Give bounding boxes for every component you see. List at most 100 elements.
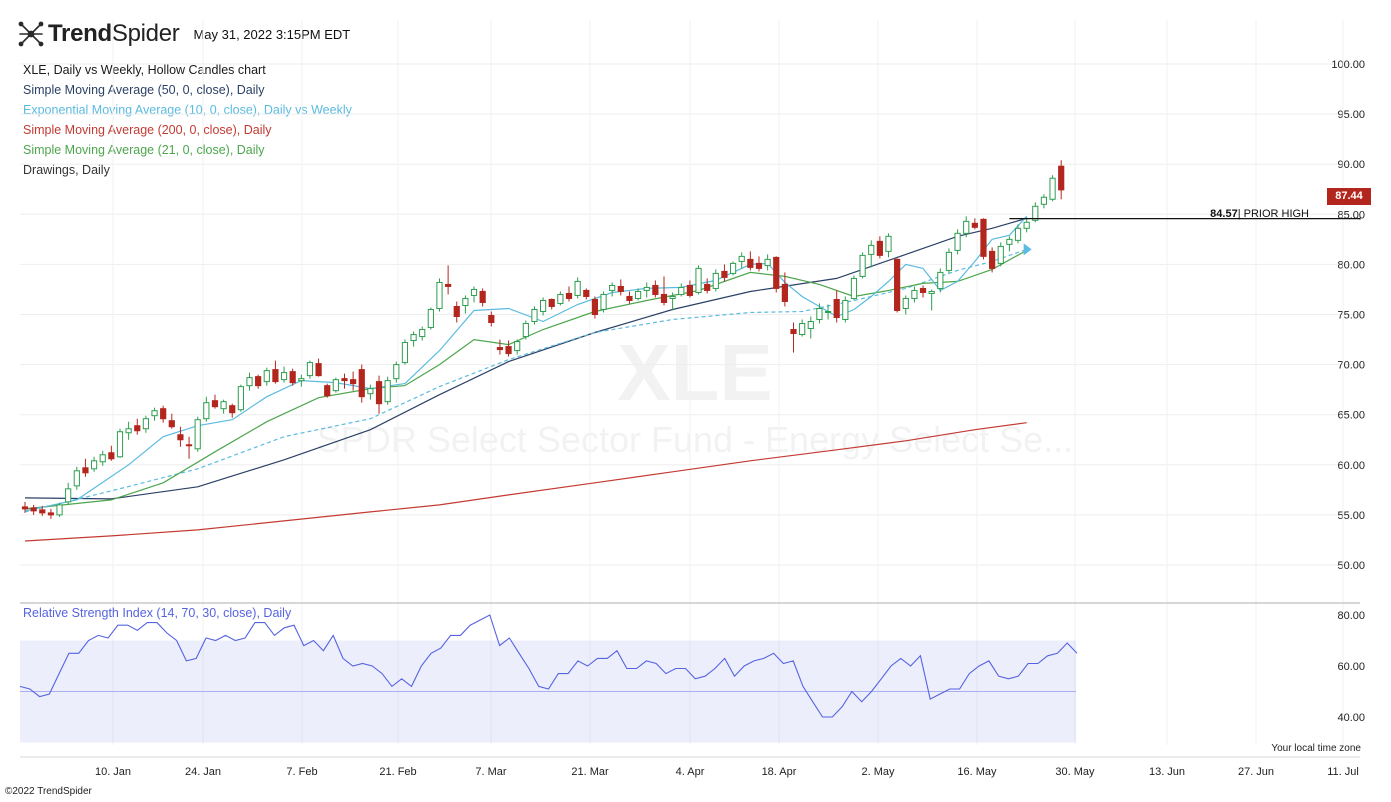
candle-body (989, 250, 996, 269)
legend-main-title[interactable]: XLE, Daily vs Weekly, Hollow Candles cha… (23, 63, 266, 77)
candle-body (617, 285, 624, 292)
y-tick-label: 95.00 (1337, 109, 1365, 121)
candle-body (401, 342, 409, 364)
watermark-symbol: XLE (617, 328, 773, 417)
candle-body (142, 418, 149, 430)
candle-body (367, 388, 374, 395)
y-tick-label: 90.00 (1337, 159, 1365, 171)
spider-logo-icon (18, 21, 44, 47)
y-tick-label: 55.00 (1337, 510, 1365, 522)
legend-item-sma50[interactable]: Simple Moving Average (50, 0, close), Da… (23, 83, 265, 97)
y-tick-label: 100.00 (1331, 59, 1365, 71)
candle-body (427, 308, 434, 329)
candle-body (185, 444, 193, 447)
y-tick-label: 65.00 (1337, 410, 1365, 422)
candle-body (1014, 227, 1022, 241)
candle-body (522, 323, 529, 338)
candle-body (116, 431, 124, 458)
candle-body (410, 334, 417, 342)
candle-body (47, 512, 55, 516)
candle-body (488, 315, 495, 324)
candle-body (1058, 165, 1065, 191)
candle-body (669, 295, 676, 299)
y-tick-label: 80.00 (1337, 259, 1365, 271)
candle-body (479, 290, 486, 303)
candle-body (954, 232, 961, 251)
legend-item-sma21[interactable]: Simple Moving Average (21, 0, close), Da… (23, 143, 265, 157)
candle-body (393, 364, 400, 380)
prior-high-text: | PRIOR HIGH (1237, 208, 1309, 220)
x-tick-label: 7. Feb (286, 766, 317, 778)
x-tick-label: 16. May (957, 766, 997, 778)
sma-50-line (24, 217, 1027, 500)
candle-body (324, 385, 331, 397)
candle-body (712, 272, 719, 289)
copyright-footer: ©2022 TrendSpider (5, 786, 92, 797)
candle-body (453, 305, 460, 318)
candle-body (30, 507, 37, 512)
candle-body (686, 284, 693, 296)
candle-body (134, 425, 141, 432)
x-tick-label: 13. Jun (1149, 766, 1185, 778)
legend-item-drawings[interactable]: Drawings, Daily (23, 163, 110, 177)
candle-body (229, 405, 236, 414)
candle-body (255, 376, 262, 387)
candle-body (548, 298, 555, 307)
ema-10-line (24, 215, 1028, 512)
candle-body (626, 295, 633, 301)
candle-body (997, 245, 1004, 264)
watermark-name: SPDR Select Sector Fund - Energy Select … (317, 419, 1073, 460)
header: TrendSpider May 31, 2022 3:15PM EDT (18, 20, 350, 48)
rsi-line (19, 614, 1078, 718)
candle-body (151, 410, 158, 417)
candle-body (298, 378, 305, 382)
rsi-legend-label[interactable]: Relative Strength Index (14, 70, 30, clo… (23, 606, 292, 620)
candle-body (108, 452, 115, 460)
candle-body (790, 329, 797, 335)
candle-body (885, 235, 892, 252)
x-tick-label: 30. May (1055, 766, 1095, 778)
candle-body (824, 310, 832, 313)
legend-item-sma200[interactable]: Simple Moving Average (200, 0, close), D… (23, 123, 272, 137)
candle-body (540, 299, 547, 312)
ema-10-weekly-line (24, 248, 1027, 513)
candle-body (600, 293, 607, 310)
candle-body (1006, 238, 1013, 245)
candle-body (39, 509, 46, 514)
candle-body (565, 292, 573, 299)
candle-body (514, 341, 521, 352)
candle-body (963, 220, 970, 234)
rsi-y-tick-label: 60.00 (1337, 661, 1365, 673)
candle-body (470, 288, 478, 296)
candle-body (384, 380, 391, 403)
candle-body (816, 307, 823, 321)
candle-body (1040, 196, 1048, 205)
candle-body (833, 298, 840, 319)
candle-body (436, 281, 443, 309)
y-tick-label: 50.00 (1337, 560, 1365, 572)
candle-body (678, 286, 685, 295)
candle-body (263, 370, 270, 383)
candle-body (203, 402, 210, 420)
legend-item-ema10[interactable]: Exponential Moving Average (10, 0, close… (23, 103, 352, 117)
candle-body (894, 258, 901, 311)
candle-body (350, 379, 357, 385)
x-tick-label: 27. Jun (1238, 766, 1274, 778)
candle-body (764, 258, 771, 266)
prior-high-annotation[interactable]: 84.57| PRIOR HIGH (1210, 208, 1309, 220)
candle-body (445, 283, 452, 287)
candle-body (781, 283, 788, 302)
candle-body (358, 369, 365, 398)
candle-body (375, 381, 383, 405)
chart-legend: XLE, Daily vs Weekly, Hollow Candles cha… (23, 60, 352, 180)
candle-body (462, 297, 469, 306)
rsi-y-tick-label: 40.00 (1337, 712, 1365, 724)
candle-body (557, 293, 564, 304)
candle-body (842, 299, 849, 321)
candle-body (868, 244, 875, 255)
candle-body (289, 371, 296, 384)
candle-body (99, 454, 106, 463)
candle-body (634, 290, 642, 299)
candle-body (643, 286, 650, 291)
